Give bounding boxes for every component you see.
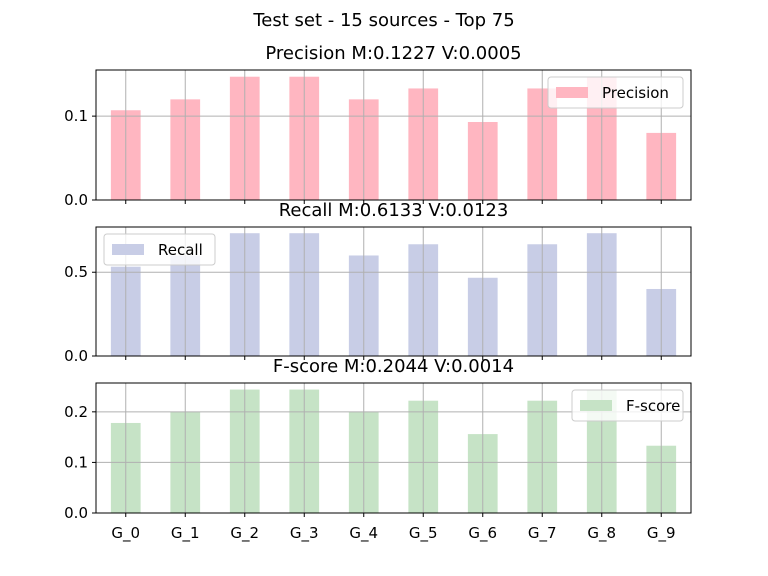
x-tick-label: G_1 bbox=[171, 524, 200, 543]
x-tick-label: G_9 bbox=[647, 524, 676, 543]
panel-title: F-score M:0.2044 V:0.0014 bbox=[273, 356, 514, 377]
x-tick-label: G_4 bbox=[349, 524, 378, 543]
x-tick-label: G_3 bbox=[290, 524, 319, 543]
panel-title: Precision M:0.1227 V:0.0005 bbox=[265, 43, 521, 64]
legend-box bbox=[103, 233, 216, 266]
x-tick-label: G_7 bbox=[528, 524, 557, 543]
legend-swatch bbox=[556, 87, 588, 98]
legend-box bbox=[571, 389, 684, 422]
x-tick-label: G_2 bbox=[230, 524, 259, 543]
x-tick-label: G_8 bbox=[587, 524, 616, 543]
y-tick-label: 0.2 bbox=[64, 403, 88, 421]
legend-label: Precision bbox=[602, 84, 669, 102]
axes-frame bbox=[95, 382, 692, 514]
legend-label: Recall bbox=[158, 241, 203, 259]
y-tick-label: 0.0 bbox=[64, 347, 88, 365]
y-tick-label: 0.5 bbox=[64, 263, 88, 281]
legend-label: F-score bbox=[626, 397, 680, 415]
x-tick-label: G_6 bbox=[468, 524, 497, 543]
y-tick-label: 0.1 bbox=[64, 453, 88, 471]
legend-box bbox=[547, 76, 684, 109]
x-tick-label: G_5 bbox=[409, 524, 438, 543]
axes-frame bbox=[95, 226, 692, 357]
axes-frame bbox=[95, 69, 692, 201]
y-tick-label: 0.0 bbox=[64, 191, 88, 209]
figure-title: Test set - 15 sources - Top 75 bbox=[252, 10, 514, 31]
legend-swatch bbox=[580, 400, 612, 411]
x-tick-label: G_0 bbox=[111, 524, 140, 543]
y-tick-label: 0.1 bbox=[64, 107, 88, 125]
panel-title: Recall M:0.6133 V:0.0123 bbox=[279, 200, 509, 221]
y-tick-label: 0.0 bbox=[64, 504, 88, 522]
legend-swatch bbox=[112, 244, 144, 255]
